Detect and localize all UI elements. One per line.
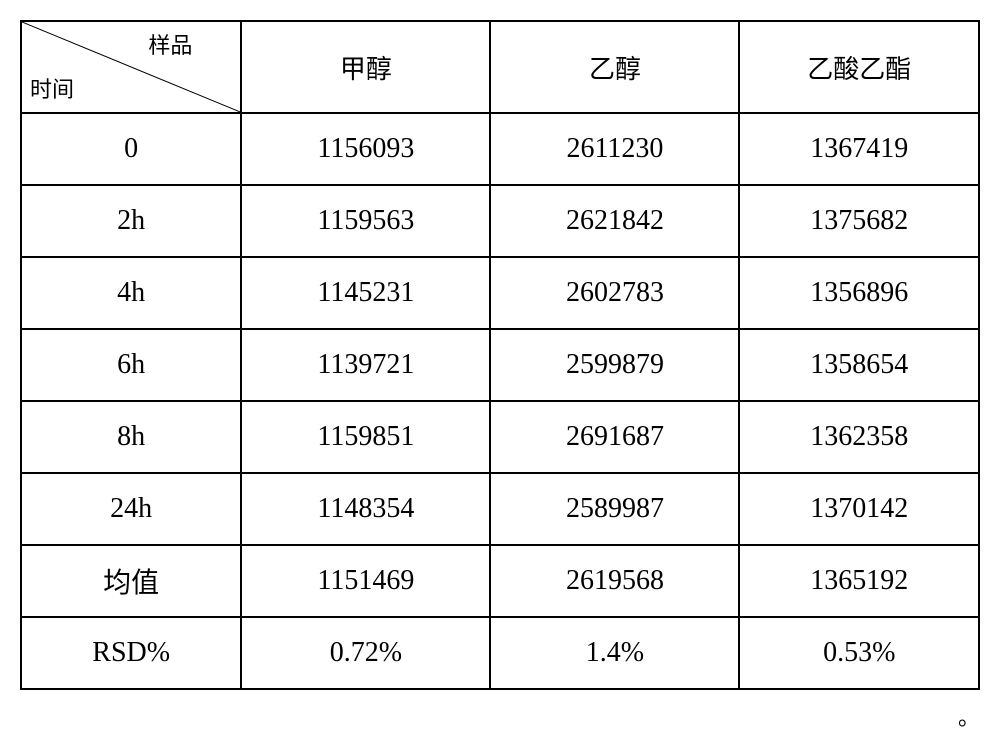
table-row: 6h113972125998791358654: [21, 329, 979, 401]
trailing-mark: 。: [20, 690, 980, 732]
column-header: 甲醇: [241, 21, 490, 113]
data-cell: 1156093: [241, 113, 490, 185]
table-row: 24h114835425899871370142: [21, 473, 979, 545]
data-cell: 0.72%: [241, 617, 490, 689]
column-header: 乙酸乙酯: [739, 21, 979, 113]
row-label-cell: 0: [21, 113, 241, 185]
column-header: 乙醇: [490, 21, 739, 113]
data-cell: 1375682: [739, 185, 979, 257]
data-cell: 1362358: [739, 401, 979, 473]
data-cell: 2589987: [490, 473, 739, 545]
diag-header-bottom-label: 时间: [30, 72, 74, 104]
row-label-cell: 2h: [21, 185, 241, 257]
data-cell: 1145231: [241, 257, 490, 329]
row-label-cell: 24h: [21, 473, 241, 545]
diag-header-top-label: 样品: [148, 28, 192, 60]
data-table: 样品 时间 甲醇 乙醇 乙酸乙酯 01156093261123013674192…: [20, 20, 980, 690]
row-label-cell: 8h: [21, 401, 241, 473]
data-cell: 1151469: [241, 545, 490, 617]
table-row: 8h115985126916871362358: [21, 401, 979, 473]
data-cell: 1159851: [241, 401, 490, 473]
row-label-cell: 6h: [21, 329, 241, 401]
table-container: 样品 时间 甲醇 乙醇 乙酸乙酯 01156093261123013674192…: [20, 20, 980, 732]
data-cell: 2602783: [490, 257, 739, 329]
data-cell: 1356896: [739, 257, 979, 329]
data-cell: 1.4%: [490, 617, 739, 689]
data-cell: 2621842: [490, 185, 739, 257]
data-cell: 1367419: [739, 113, 979, 185]
diagonal-header-cell: 样品 时间: [21, 21, 241, 113]
table-row: 2h115956326218421375682: [21, 185, 979, 257]
data-cell: 1370142: [739, 473, 979, 545]
table-row: 0115609326112301367419: [21, 113, 979, 185]
data-cell: 2619568: [490, 545, 739, 617]
table-row: 均值115146926195681365192: [21, 545, 979, 617]
data-cell: 1358654: [739, 329, 979, 401]
data-cell: 1139721: [241, 329, 490, 401]
data-cell: 0.53%: [739, 617, 979, 689]
data-cell: 1365192: [739, 545, 979, 617]
table-row: 4h114523126027831356896: [21, 257, 979, 329]
row-label-cell: 4h: [21, 257, 241, 329]
row-label-cell: 均值: [21, 545, 241, 617]
data-cell: 1159563: [241, 185, 490, 257]
table-header-row: 样品 时间 甲醇 乙醇 乙酸乙酯: [21, 21, 979, 113]
data-cell: 2611230: [490, 113, 739, 185]
data-cell: 1148354: [241, 473, 490, 545]
table-body: 01156093261123013674192h1159563262184213…: [21, 113, 979, 689]
data-cell: 2599879: [490, 329, 739, 401]
table-row: RSD%0.72%1.4%0.53%: [21, 617, 979, 689]
data-cell: 2691687: [490, 401, 739, 473]
row-label-cell: RSD%: [21, 617, 241, 689]
